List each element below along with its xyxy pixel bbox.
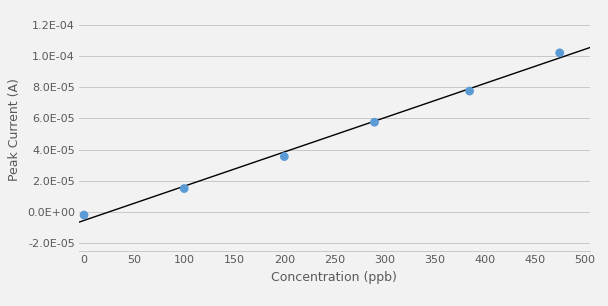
Point: [79, 213, 89, 218]
Point: [370, 120, 379, 125]
Point: [465, 89, 474, 94]
Point: [555, 50, 565, 55]
Y-axis label: Peak Current (A): Peak Current (A): [9, 79, 21, 181]
Point: [280, 154, 289, 159]
Point: [179, 186, 189, 191]
X-axis label: Concentration (ppb): Concentration (ppb): [271, 271, 398, 284]
